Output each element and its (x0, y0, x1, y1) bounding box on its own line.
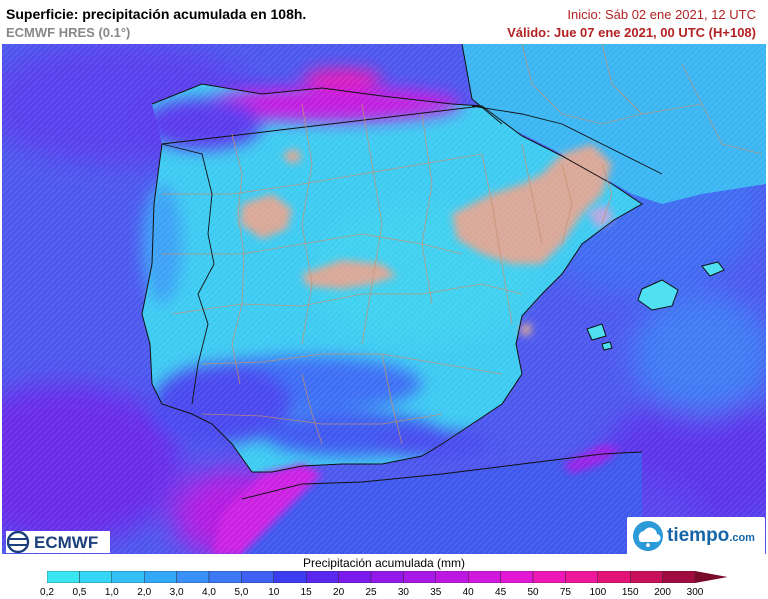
header: Superficie: precipitación acumulada en 1… (0, 0, 768, 44)
valid-time: Válido: Jue 07 ene 2021, 00 UTC (H+108) (507, 25, 756, 40)
legend-swatch (662, 571, 696, 583)
legend-tick-label: 1,0 (104, 587, 119, 598)
legend-tick-label: 20 (333, 587, 345, 598)
init-time: Inicio: Sáb 02 ene 2021, 12 UTC (567, 7, 756, 22)
legend-swatch (403, 571, 436, 583)
menorca (701, 261, 725, 277)
legend-tick-label: 0,2 (40, 587, 54, 598)
formentera (601, 341, 613, 351)
legend-tick-label: 300 (686, 587, 704, 598)
legend-swatch (565, 571, 599, 583)
coastlines (141, 44, 725, 500)
legend-tick-label: 10 (268, 587, 280, 598)
legend-swatch (532, 571, 566, 583)
ecmwf-logo: ECMWF (6, 531, 110, 553)
tiempo-text: tiempo.com (667, 525, 755, 546)
legend-labels: 0,2 0,5 1,0 2,0 3,0 4,0 5,0 10 15 20 25 30 35 40 45 50 7… (0, 587, 768, 599)
legend-swatch (143, 571, 177, 583)
legend-tick-label: 40 (462, 587, 474, 598)
legend-tick-label: 25 (365, 587, 377, 598)
legend-tick-label: 3,0 (169, 587, 184, 598)
map-title: Superficie: precipitación acumulada en 1… (6, 6, 307, 22)
legend-tick-label: 4,0 (202, 587, 216, 598)
legend-swatch (338, 571, 372, 583)
legend-swatch (500, 571, 534, 583)
legend-swatch (468, 571, 501, 583)
model-label: ECMWF HRES (0.1°) (6, 25, 131, 40)
legend-title: Precipitación acumulada (mm) (302, 556, 466, 570)
precipitation-map (2, 44, 766, 554)
ibiza (586, 323, 607, 341)
legend-tick-label: 150 (621, 587, 639, 598)
ecmwf-icon (7, 531, 30, 553)
legend-swatch (208, 571, 242, 583)
legend-swatch (47, 571, 80, 583)
legend-tick-label: 35 (430, 587, 442, 598)
legend-swatch (435, 571, 469, 583)
cloud-drop-icon (633, 521, 663, 551)
admin-borders (162, 103, 613, 445)
mallorca (637, 279, 679, 311)
legend-tick-label: 15 (300, 587, 312, 598)
ecmwf-text: ECMWF (34, 533, 99, 552)
legend-swatch (176, 571, 210, 583)
legend-swatch (630, 571, 663, 583)
legend-swatch (273, 571, 307, 583)
france-borders (521, 44, 763, 155)
tiempo-logo[interactable]: tiempo.com (627, 517, 765, 555)
legend-swatch (306, 571, 339, 583)
legend-swatch (241, 571, 274, 583)
legend-tick-label: 200 (654, 587, 671, 598)
country-border (161, 105, 663, 405)
legend-tick-label: 0,5 (72, 587, 87, 598)
legend-tick-label: 75 (559, 587, 571, 598)
legend-tick-label: 2,0 (137, 587, 152, 598)
legend-swatch (370, 571, 404, 583)
legend-colorbar (47, 571, 727, 583)
legend-tick-label: 30 (397, 587, 409, 598)
legend-swatch (111, 571, 145, 583)
legend-swatch (79, 571, 113, 583)
legend-arrow (695, 571, 727, 583)
legend-tick-label: 100 (589, 587, 607, 598)
legend-tick-label: 45 (495, 587, 507, 598)
legend-swatch (597, 571, 631, 583)
legend-tick-label: 5,0 (234, 587, 249, 598)
legend-tick-label: 50 (527, 587, 539, 598)
